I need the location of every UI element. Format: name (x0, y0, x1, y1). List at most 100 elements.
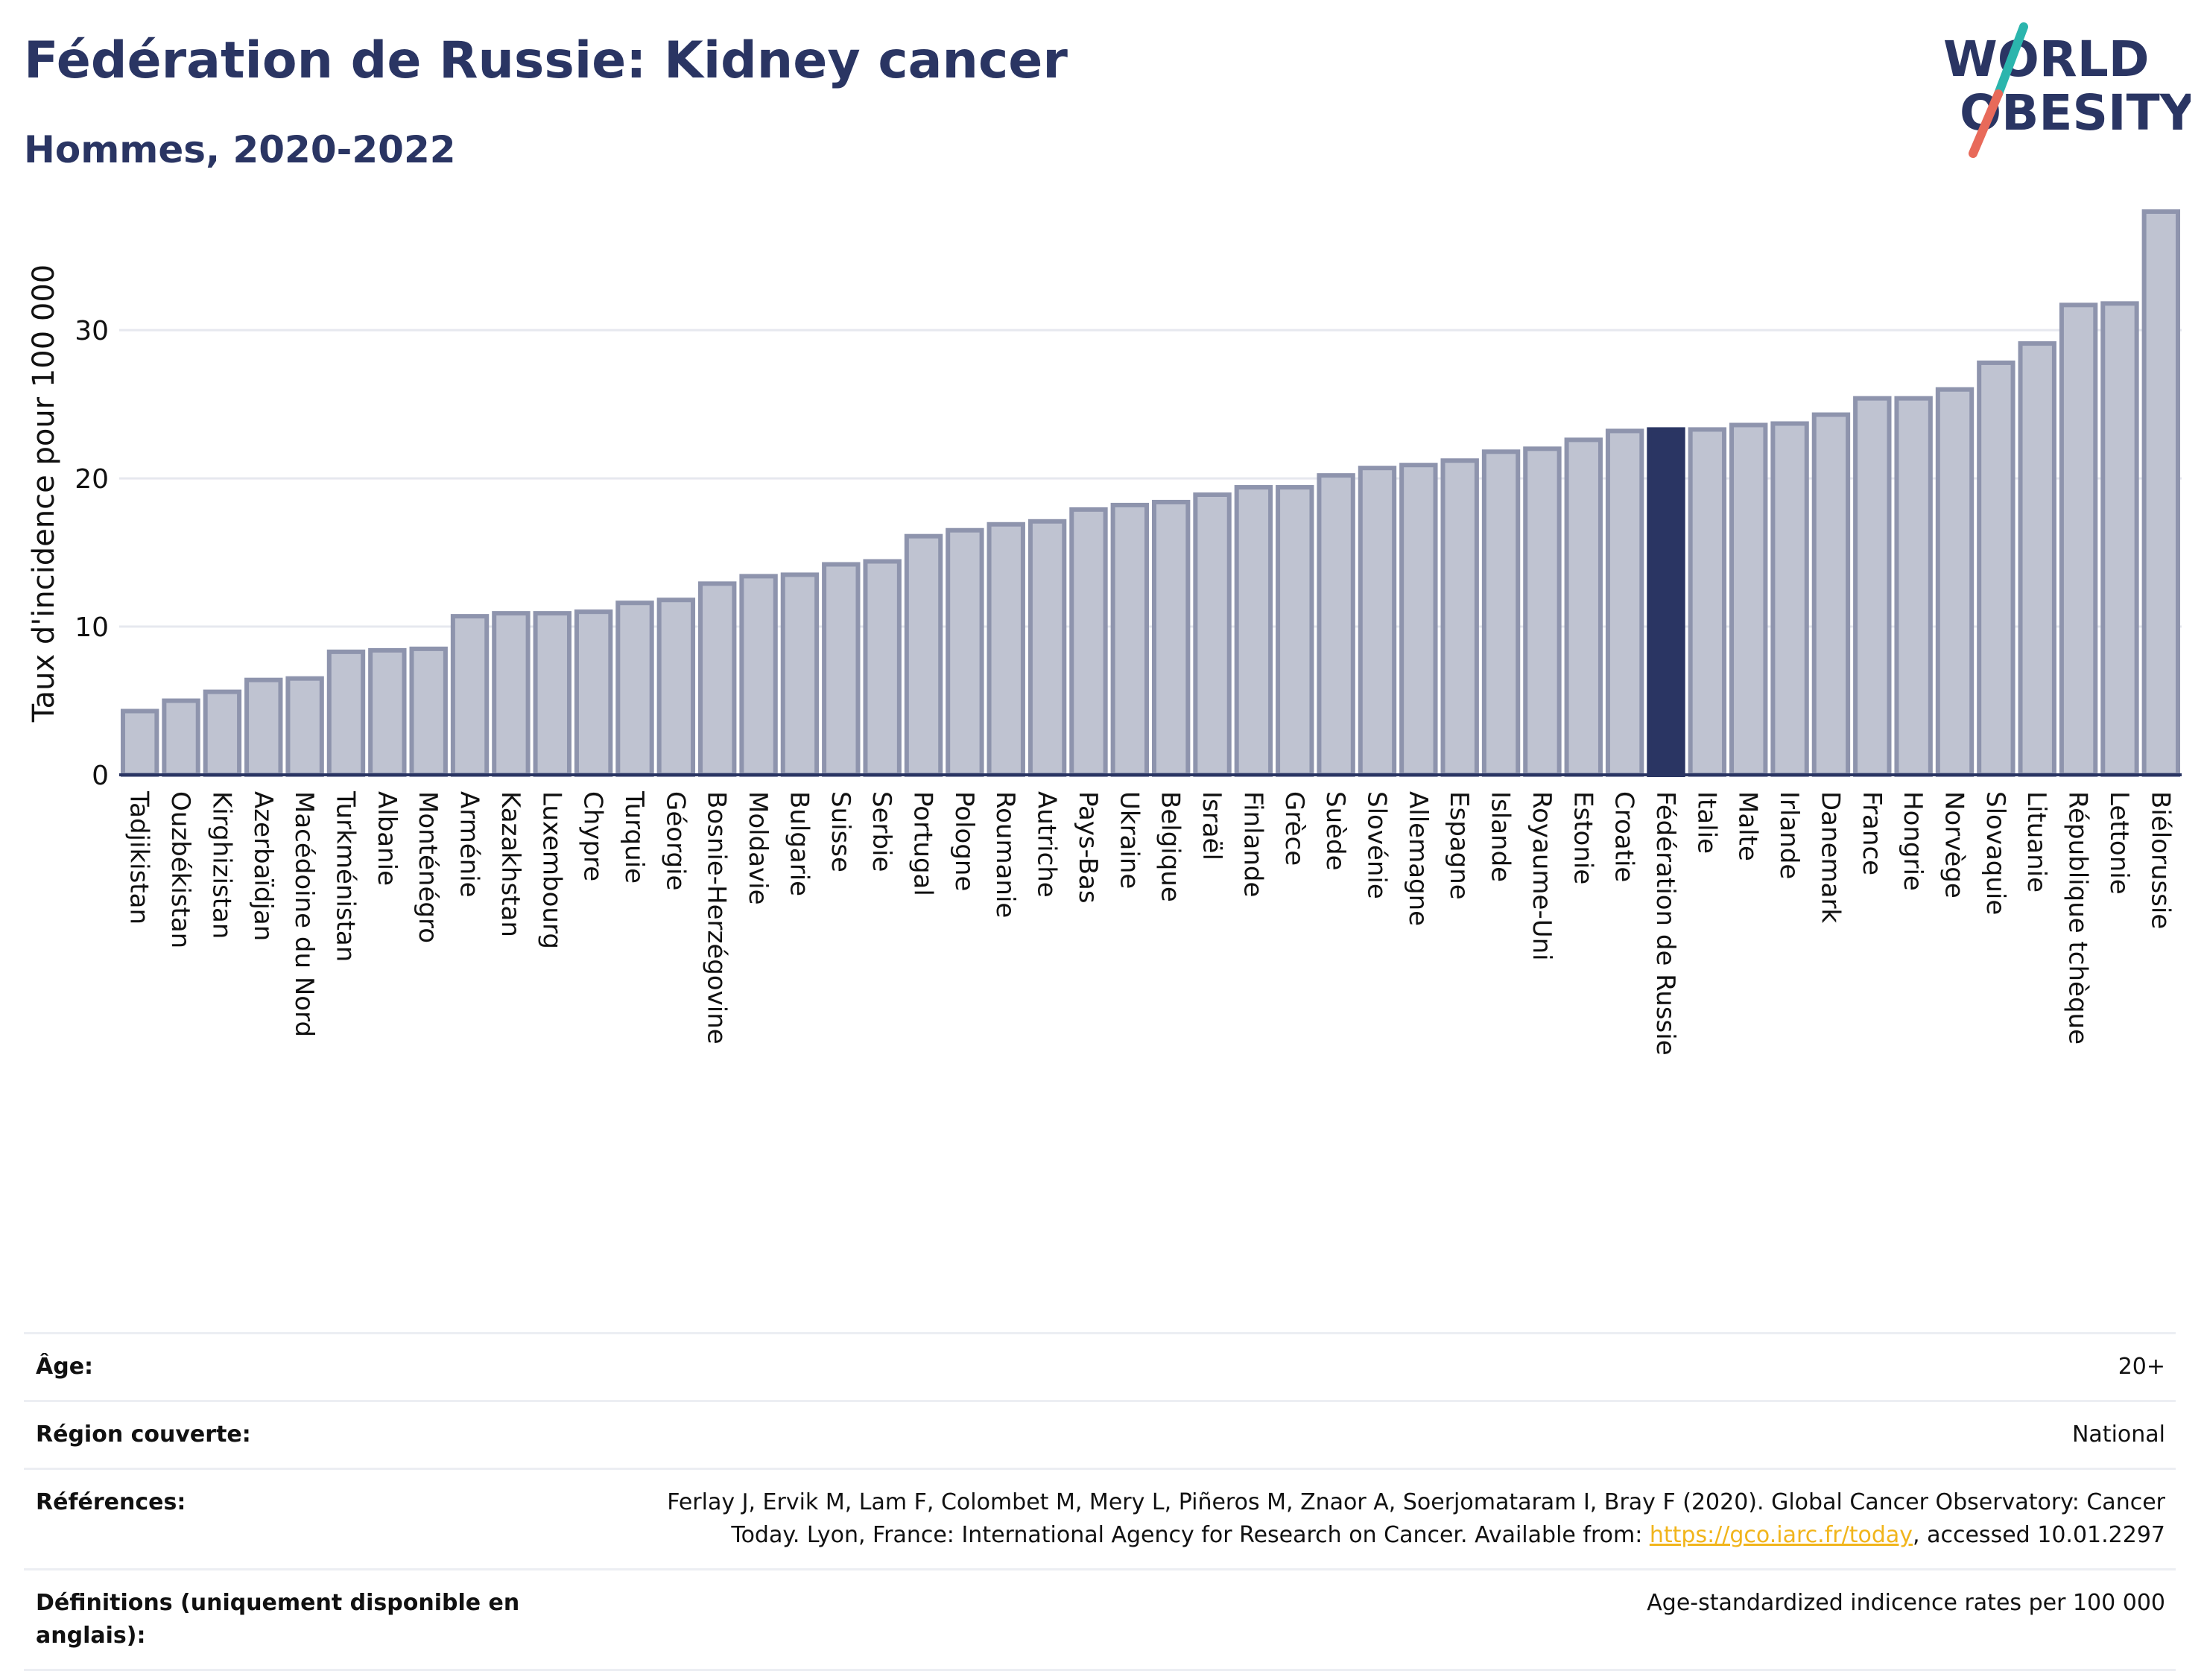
x-tick-label: Albanie (372, 791, 402, 886)
x-tick-label: Macédoine du Nord (289, 791, 319, 1037)
info-table: Âge: 20+ Région couverte: National Référ… (24, 1332, 2176, 1671)
bar (1523, 446, 1562, 777)
x-tick-label: Belgique (1156, 791, 1185, 902)
x-tick-label: France (1857, 791, 1887, 875)
bar (1688, 427, 1727, 777)
definitions-label: Définitions (uniquement disponible en an… (24, 1568, 538, 1671)
bar (203, 689, 242, 778)
x-tick-label: Slovénie (1361, 791, 1391, 899)
logo-slash-teal (1994, 22, 2028, 98)
info-row-definitions: Définitions (uniquement disponible en an… (24, 1568, 2176, 1671)
x-tick-label: Monténégro (413, 791, 443, 943)
x-tick-label: Portugal (908, 791, 938, 896)
references-label: Références: (24, 1468, 538, 1570)
bar (120, 709, 159, 778)
x-tick-label: Roumanie (990, 791, 1020, 918)
x-tick-labels: Tadjikistan Ouzbékistan Kirghizistan Azerba… (124, 790, 2176, 1056)
bar (533, 611, 571, 777)
bar (698, 581, 737, 778)
y-axis-label: Taux d'incidence pour 100 000 (27, 264, 61, 723)
x-tick-label: Bulgarie (784, 791, 814, 896)
bars (119, 209, 2182, 778)
x-tick-label: République tchèque (2063, 791, 2093, 1045)
bar (780, 572, 820, 778)
x-tick-label: Finlande (1238, 791, 1267, 897)
bar (1894, 396, 1933, 778)
definitions-value: Age-standardized indicence rates per 100… (538, 1568, 2176, 1671)
references-link[interactable]: https://gco.iarc.fr/today (1649, 1522, 1913, 1548)
x-tick-label: Bosnie-Herzégovine (702, 791, 732, 1045)
x-tick-label: Autriche (1032, 791, 1062, 898)
bar (1811, 412, 1851, 778)
bar (1977, 360, 2015, 777)
bar (368, 647, 407, 777)
x-tick-label: Italie (1691, 791, 1721, 854)
x-tick-label: Fédération de Russie (1650, 791, 1680, 1056)
y-tick-label: 20 (75, 464, 109, 495)
info-row-region: Région couverte: National (24, 1400, 2176, 1469)
x-tick-label: Pologne (949, 791, 979, 891)
info-row-age: Âge: 20+ (24, 1332, 2176, 1401)
x-tick-label: Turquie (619, 790, 649, 884)
bar (1358, 466, 1397, 777)
bar (615, 600, 654, 778)
bar (1440, 458, 1479, 777)
x-tick-label: Ukraine (1114, 791, 1144, 889)
bar (244, 677, 283, 778)
bar-chart: 0 10 20 30 Tadjikistan Ouzbékistan Kirghizist… (27, 209, 2182, 1056)
chart-subtitle: Hommes, 2020-2022 (24, 128, 456, 171)
x-tick-label: Biélorussie (2145, 791, 2175, 929)
x-tick-label: Estonie (1568, 791, 1597, 884)
x-tick-label: Serbie (867, 791, 896, 872)
bar (946, 527, 984, 777)
bar (1729, 422, 1768, 777)
world-obesity-logo: WORLD OBESITY (1943, 22, 2191, 158)
x-tick-label: Kazakhstan (495, 791, 525, 937)
bar (162, 698, 200, 777)
logo-slash-red (1969, 89, 2003, 158)
bar (1935, 387, 1975, 777)
x-tick-label: Suisse (826, 791, 855, 872)
bar (285, 676, 324, 777)
x-tick-label: Tadjikistan (124, 790, 154, 925)
y-tick-label: 0 (92, 761, 109, 791)
bar (822, 562, 861, 777)
x-tick-label: Chypre (578, 791, 608, 881)
x-tick-label: Grèce (1279, 791, 1309, 866)
bar (1151, 499, 1191, 777)
y-tick-label: 30 (75, 316, 109, 346)
bar (574, 609, 613, 777)
x-tick-label: Lettonie (2104, 791, 2134, 895)
bar (2100, 301, 2139, 778)
bar (1770, 421, 1809, 777)
bar (904, 533, 943, 778)
x-tick-label: Suède (1320, 791, 1350, 871)
region-value: National (538, 1400, 2176, 1469)
bar (1317, 473, 1355, 778)
bar (450, 614, 490, 778)
age-value: 20+ (538, 1332, 2176, 1401)
bar (2059, 302, 2098, 777)
logo-line1: WORLD (1943, 31, 2150, 88)
bar (1853, 396, 1892, 778)
bar (1276, 485, 1314, 777)
age-label: Âge: (24, 1332, 538, 1401)
bar (1110, 502, 1150, 777)
chart-title: Fédération de Russie: Kidney cancer (24, 31, 1068, 90)
x-tick-label: Turkménistan (330, 790, 360, 962)
references-text-2: Today. Lyon, France: International Agenc… (731, 1522, 1650, 1548)
bar (409, 646, 448, 777)
bar (492, 611, 531, 777)
bar (1234, 485, 1273, 777)
bar (863, 559, 902, 778)
bar (1481, 449, 1521, 777)
references-text-3: , accessed 10.01.2297 (1913, 1522, 2165, 1548)
bar-highlighted (1647, 427, 1685, 777)
x-tick-label: Ouzbékistan (165, 791, 195, 948)
x-tick-label: Slovaquie (1980, 791, 2010, 915)
x-tick-label: Allemagne (1403, 791, 1433, 926)
x-tick-label: Azerbaïdjan (248, 791, 278, 941)
x-tick-label: Malte (1733, 791, 1763, 861)
y-tick-labels: 0 10 20 30 (75, 316, 109, 791)
region-label: Région couverte: (24, 1400, 538, 1469)
